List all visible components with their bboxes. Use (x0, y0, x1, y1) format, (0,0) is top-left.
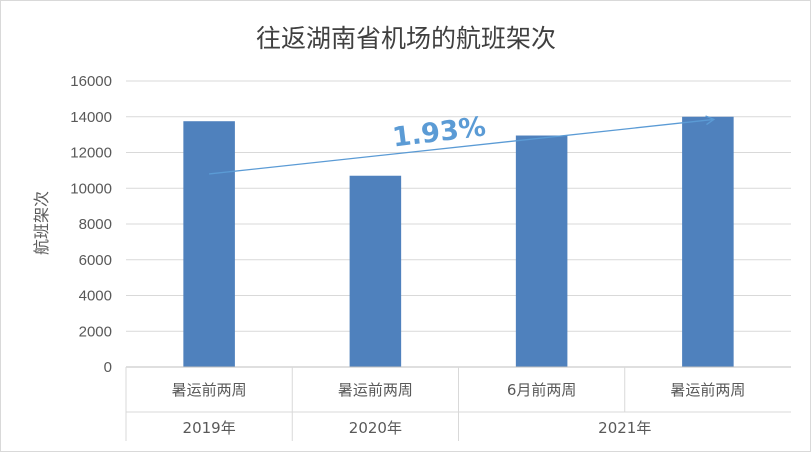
x-group-label: 2019年 (183, 419, 236, 437)
x-category-label: 暑运前两周 (670, 381, 745, 399)
x-category-label: 暑运前两周 (172, 381, 247, 399)
y-axis-label: 航班架次 (32, 191, 51, 255)
x-group-label: 2021年 (598, 419, 651, 437)
y-tick-label: 16000 (70, 73, 112, 90)
x-group-label: 2020年 (349, 419, 402, 437)
y-tick-label: 2000 (79, 323, 112, 340)
x-category-label: 6月前两周 (507, 381, 577, 399)
chart-title: 往返湖南省机场的航班架次 (256, 24, 556, 53)
y-tick-label: 10000 (70, 180, 112, 197)
y-tick-label: 4000 (79, 288, 112, 305)
trendline (209, 118, 714, 175)
y-tick-label: 0 (104, 359, 112, 376)
y-tick-label: 12000 (70, 145, 112, 162)
bar (515, 135, 568, 367)
bar (183, 121, 235, 367)
y-tick-label: 6000 (79, 252, 112, 269)
trendline-arrowhead (705, 115, 716, 126)
y-tick-label: 14000 (70, 109, 112, 126)
trend-annotation: 1.93% (391, 111, 488, 153)
bar (682, 116, 734, 367)
bar (349, 175, 402, 367)
x-category-label: 暑运前两周 (338, 381, 413, 399)
y-tick-label: 8000 (79, 216, 112, 233)
